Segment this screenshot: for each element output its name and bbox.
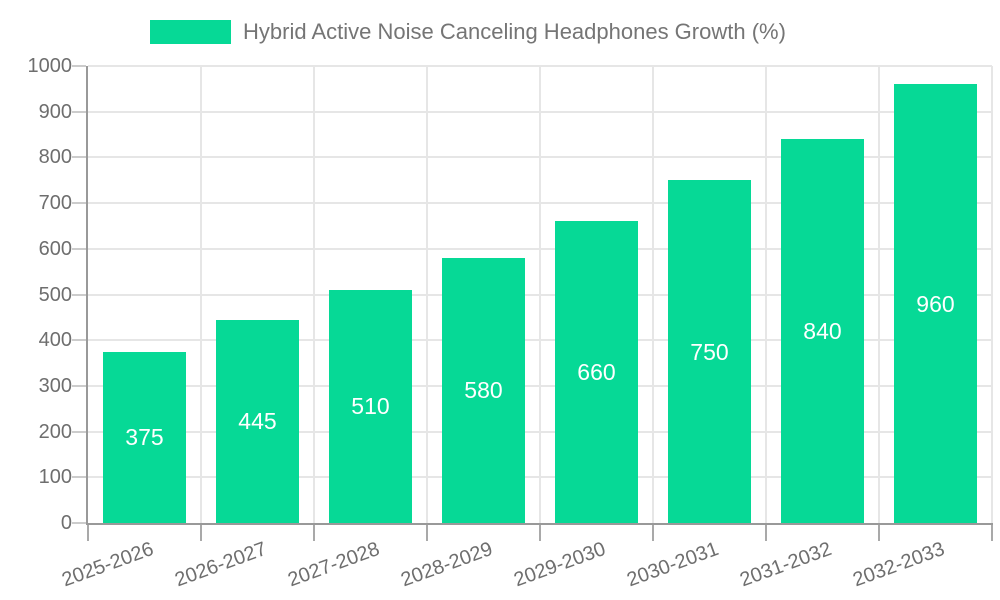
y-axis-tick-label: 100 xyxy=(38,466,72,489)
bar-value-label: 445 xyxy=(238,408,277,435)
bar: 660 xyxy=(555,221,638,523)
bar-value-label: 750 xyxy=(690,338,729,365)
legend-swatch xyxy=(150,20,231,44)
y-axis-tick xyxy=(72,202,86,205)
bar-value-label: 660 xyxy=(577,359,616,386)
bar-value-label: 510 xyxy=(351,393,390,420)
gridline-vertical xyxy=(991,66,993,523)
y-axis-tick xyxy=(72,293,86,296)
x-axis-tick-label: 2025-2026 xyxy=(58,537,157,592)
y-axis-tick-label: 800 xyxy=(38,146,72,169)
plot-area: 375 445 510 580 660 750 840 960 xyxy=(88,65,993,523)
x-axis-tick xyxy=(652,525,654,541)
y-axis-tick-label: 1000 xyxy=(27,55,73,77)
x-axis-tick-label: 2029-2030 xyxy=(510,537,609,592)
y-axis-tick xyxy=(72,522,86,524)
bar-value-label: 375 xyxy=(125,424,164,451)
x-axis-tick xyxy=(539,525,541,541)
x-axis-tick-label: 2031-2032 xyxy=(736,537,835,592)
y-axis-tick xyxy=(72,476,86,479)
bar-value-label: 840 xyxy=(803,318,842,345)
y-axis-tick-label: 500 xyxy=(38,283,72,306)
bar: 750 xyxy=(668,180,751,523)
x-axis-tick-label: 2032-2033 xyxy=(849,537,948,592)
x-axis-tick xyxy=(991,525,993,541)
chart-legend: Hybrid Active Noise Canceling Headphones… xyxy=(150,20,786,44)
x-axis-tick xyxy=(313,525,315,541)
y-axis-tick xyxy=(72,110,86,113)
gridline-vertical xyxy=(426,66,428,523)
y-axis-tick-label: 200 xyxy=(38,420,72,443)
y-axis-tick-label: 0 xyxy=(60,512,72,534)
gridline-vertical xyxy=(200,66,202,523)
gridline-vertical xyxy=(652,66,654,523)
y-axis-tick-label: 600 xyxy=(38,237,72,260)
y-axis-tick xyxy=(72,156,86,159)
bar: 445 xyxy=(216,319,299,523)
x-axis-tick-label: 2027-2028 xyxy=(284,537,383,592)
y-axis-tick xyxy=(72,384,86,387)
y-axis-line xyxy=(86,66,88,525)
y-axis-tick xyxy=(72,430,86,433)
gridline-vertical xyxy=(878,66,880,523)
y-axis-tick xyxy=(72,339,86,342)
x-axis-tick xyxy=(200,525,202,541)
x-axis-tick-label: 2026-2027 xyxy=(171,537,270,592)
bar: 960 xyxy=(894,84,977,523)
y-axis-tick xyxy=(72,247,86,250)
x-axis-tick xyxy=(426,525,428,541)
bar-value-label: 960 xyxy=(916,290,955,317)
y-axis-tick-label: 400 xyxy=(38,329,72,352)
y-axis-tick-label: 900 xyxy=(38,100,72,123)
x-axis-tick xyxy=(87,525,89,541)
x-axis-tick-label: 2030-2031 xyxy=(623,537,722,592)
y-axis-tick xyxy=(72,65,86,67)
bar: 510 xyxy=(329,289,412,523)
x-axis-tick-label: 2028-2029 xyxy=(397,537,496,592)
bar: 840 xyxy=(781,139,864,523)
gridline-vertical xyxy=(539,66,541,523)
bar-value-label: 580 xyxy=(464,377,503,404)
x-axis-tick xyxy=(878,525,880,541)
y-axis-tick-label: 300 xyxy=(38,374,72,397)
legend-label: Hybrid Active Noise Canceling Headphones… xyxy=(243,19,786,44)
gridline-vertical xyxy=(765,66,767,523)
bar: 375 xyxy=(103,351,186,523)
y-axis-tick-label: 700 xyxy=(38,192,72,215)
bar: 580 xyxy=(442,257,525,523)
gridline-vertical xyxy=(313,66,315,523)
x-axis-tick xyxy=(765,525,767,541)
x-axis-line xyxy=(86,523,993,525)
